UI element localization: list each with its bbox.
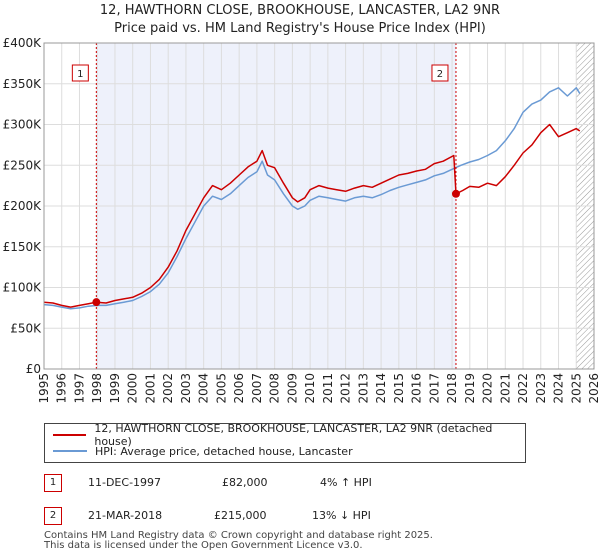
sale-badge-box-2 bbox=[431, 64, 449, 82]
x-tick-label: 2017 bbox=[427, 373, 441, 404]
footer: Contains HM Land Registry data © Crown c… bbox=[44, 531, 433, 551]
x-tick-label: 2026 bbox=[587, 373, 600, 404]
x-tick-label: 2002 bbox=[161, 373, 175, 404]
y-tick-label: £0 bbox=[26, 362, 41, 376]
transaction-badge-1: 1 bbox=[44, 474, 62, 492]
legend-swatch-property bbox=[53, 434, 87, 436]
x-tick-label: 2009 bbox=[285, 373, 299, 404]
y-tick-label: £400K bbox=[3, 36, 43, 50]
y-tick-label: £50K bbox=[10, 321, 42, 335]
footer-line-1: Contains HM Land Registry data © Crown c… bbox=[44, 530, 433, 541]
chart-subtitle: Price paid vs. HM Land Registry's House … bbox=[114, 21, 486, 36]
y-tick-label: £300K bbox=[3, 118, 43, 132]
transaction-badge-2: 2 bbox=[44, 507, 62, 525]
x-tick-label: 1995 bbox=[37, 373, 51, 404]
x-tick-label: 1998 bbox=[90, 373, 104, 404]
x-tick-label: 2013 bbox=[356, 373, 370, 404]
x-tick-label: 2019 bbox=[463, 373, 477, 404]
legend-swatch-hpi bbox=[53, 450, 87, 452]
price-chart: 1 2 £0 £50K £100K £150K £200K £250K £300K £350K £… bbox=[3, 36, 600, 404]
x-tick-label: 2016 bbox=[410, 373, 424, 404]
x-tick-label: 2003 bbox=[179, 373, 193, 404]
x-tick-label: 2007 bbox=[250, 373, 264, 404]
transaction-hpi-1: 4% ↑ HPI bbox=[320, 476, 372, 489]
series-line-property bbox=[43, 123, 581, 308]
x-tick-label: 2020 bbox=[481, 373, 495, 404]
sale-badge-label-2: 2 bbox=[437, 69, 443, 80]
sale-badge-label-1: 1 bbox=[77, 69, 83, 80]
sale-point-1 bbox=[92, 298, 101, 307]
legend-item-property: 12, HAWTHORN CLOSE, BROOKHOUSE, LANCASTE… bbox=[53, 422, 525, 448]
x-tick-label: 2012 bbox=[339, 373, 353, 404]
transaction-date-1: 11-DEC-1997 bbox=[88, 476, 162, 489]
legend-item-hpi: HPI: Average price, detached house, Lanc… bbox=[53, 443, 353, 459]
sale-badge-box-1 bbox=[71, 64, 89, 82]
legend-label-hpi: HPI: Average price, detached house, Lanc… bbox=[95, 444, 353, 458]
x-tick-label: 1996 bbox=[55, 373, 69, 404]
y-tick-label: £100K bbox=[3, 281, 43, 295]
transaction-price-2: £215,000 bbox=[214, 509, 267, 522]
x-tick-label: 2010 bbox=[303, 373, 317, 404]
x-tick-label: 2014 bbox=[374, 373, 388, 404]
chart-legend: 12, HAWTHORN CLOSE, BROOKHOUSE, LANCASTE… bbox=[44, 422, 526, 463]
x-tick-label: 1999 bbox=[108, 373, 122, 404]
x-tick-label: 2008 bbox=[268, 373, 282, 404]
transaction-date-2: 21-MAR-2018 bbox=[88, 509, 163, 522]
x-tick-label: 2025 bbox=[569, 373, 583, 404]
x-tick-label: 2021 bbox=[498, 373, 512, 404]
y-tick-label: £200K bbox=[3, 199, 43, 213]
x-tick-label: 1997 bbox=[72, 373, 86, 404]
y-tick-label: £250K bbox=[3, 158, 43, 172]
x-tick-label: 2004 bbox=[197, 373, 211, 404]
chart-title: 12, HAWTHORN CLOSE, BROOKHOUSE, LANCASTE… bbox=[99, 3, 501, 18]
x-tick-label: 2024 bbox=[552, 373, 566, 404]
x-tick-label: 2022 bbox=[516, 373, 530, 404]
x-tick-label: 2000 bbox=[126, 373, 140, 404]
x-tick-label: 2015 bbox=[392, 373, 406, 404]
y-tick-label: £150K bbox=[3, 240, 43, 254]
series-line-hpi bbox=[43, 87, 581, 310]
x-tick-label: 2005 bbox=[214, 373, 228, 404]
footer-line-2: This data is licensed under the Open Gov… bbox=[44, 540, 363, 551]
x-tick-label: 2011 bbox=[321, 373, 335, 404]
legend-label-property: 12, HAWTHORN CLOSE, BROOKHOUSE, LANCASTE… bbox=[94, 422, 493, 448]
transaction-price-1: £82,000 bbox=[222, 476, 268, 489]
transaction-hpi-2: 13% ↓ HPI bbox=[312, 509, 371, 522]
x-tick-label: 2006 bbox=[232, 373, 246, 404]
sale-point-2 bbox=[451, 189, 460, 198]
x-tick-label: 2018 bbox=[445, 373, 459, 404]
x-tick-label: 2001 bbox=[143, 373, 157, 404]
y-tick-label: £350K bbox=[3, 77, 43, 91]
x-tick-label: 2023 bbox=[534, 373, 548, 404]
plot-border bbox=[43, 42, 595, 370]
